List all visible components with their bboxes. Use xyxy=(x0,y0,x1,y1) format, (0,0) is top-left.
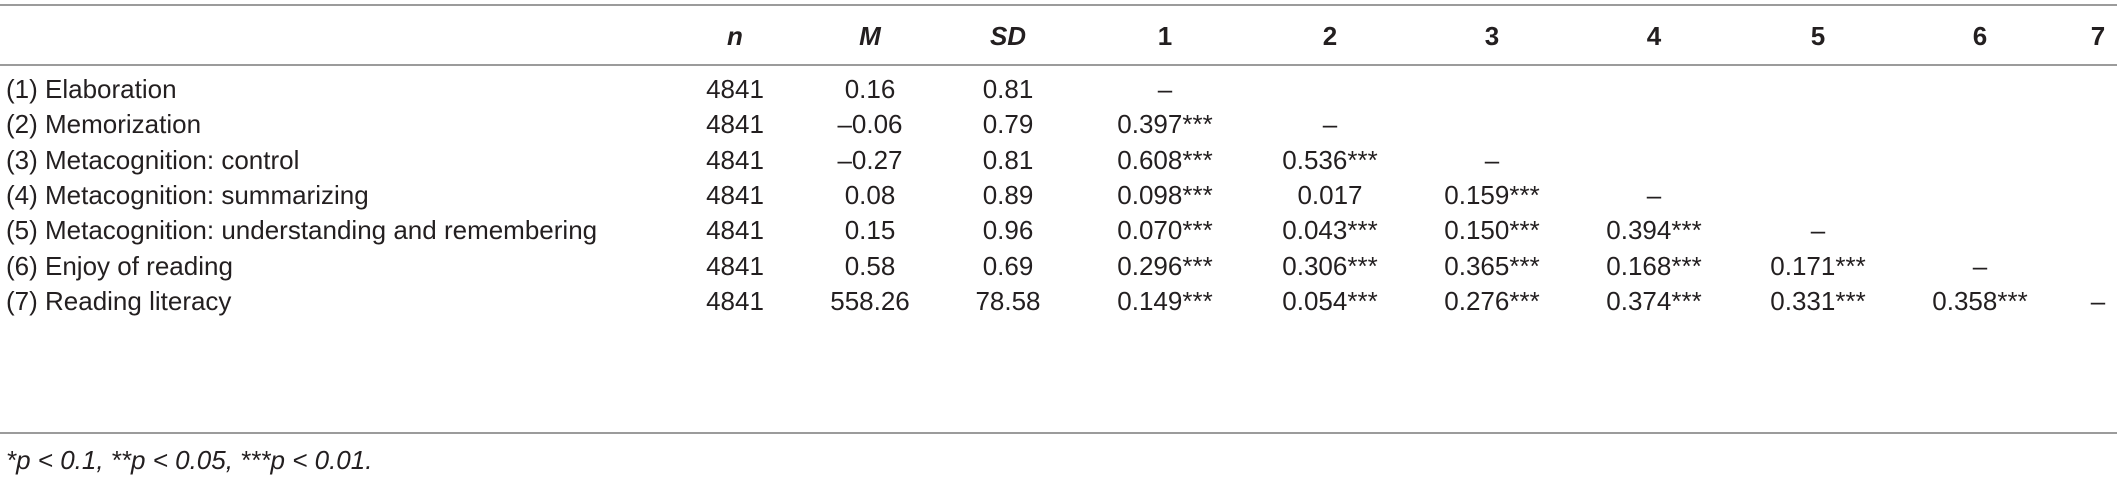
cell-M: –0.27 xyxy=(837,144,903,175)
table-top-rule xyxy=(0,4,2117,6)
cell-M: 558.26 xyxy=(830,285,910,316)
cell-n: 4841 xyxy=(706,215,764,246)
header-sd: SD xyxy=(989,21,1027,51)
cell-c3: 0.159*** xyxy=(1444,179,1540,210)
cell-c4: 0.394*** xyxy=(1606,215,1702,246)
cell-c4: 0.168*** xyxy=(1606,250,1702,281)
cell-SD: 0.79 xyxy=(982,109,1034,140)
cell-M: 0.16 xyxy=(844,74,896,104)
table-row: (2) Memorization 4841 –0.06 0.79 0.397*** – xyxy=(0,101,2117,148)
table-bottom-rule xyxy=(0,432,2117,434)
cell-c3: 0.150*** xyxy=(1444,215,1540,246)
cell-M: 0.58 xyxy=(844,250,896,281)
header-col-3: 3 xyxy=(1484,21,1500,51)
row-label: (2) Memorization xyxy=(6,109,202,140)
row-label: (1) Elaboration xyxy=(6,74,177,104)
row-label: (5) Metacognition: understanding and rem… xyxy=(6,215,598,246)
cell-M: –0.06 xyxy=(837,109,903,140)
cell-n: 4841 xyxy=(706,144,764,175)
table-header-rule xyxy=(0,64,2117,66)
cell-n: 4841 xyxy=(706,179,764,210)
header-col-7: 7 xyxy=(2090,21,2106,51)
cell-n: 4841 xyxy=(706,250,764,281)
row-label: (3) Metacognition: control xyxy=(6,144,300,175)
table-row: (4) Metacognition: summarizing 4841 0.08 0.… xyxy=(0,172,2117,219)
cell-c2: – xyxy=(1322,109,1338,140)
cell-c1: 0.149*** xyxy=(1117,285,1213,316)
table-row: (1) Elaboration 4841 0.16 0.81 – xyxy=(0,66,2117,113)
table-row: (3) Metacognition: control 4841 –0.27 0.81 0… xyxy=(0,137,2117,184)
cell-c3: – xyxy=(1484,144,1500,175)
cell-M: 0.08 xyxy=(844,179,896,210)
cell-c2: 0.306*** xyxy=(1282,250,1378,281)
cell-c1: 0.098*** xyxy=(1117,179,1213,210)
cell-M: 0.15 xyxy=(844,215,896,246)
row-label: (7) Reading literacy xyxy=(6,285,232,316)
header-col-5: 5 xyxy=(1810,21,1826,51)
cell-c2: 0.017 xyxy=(1297,179,1363,210)
cell-SD: 78.58 xyxy=(975,285,1041,316)
cell-c6: – xyxy=(1972,250,1988,281)
cell-c1: 0.070*** xyxy=(1117,215,1213,246)
row-label: (6) Enjoy of reading xyxy=(6,250,233,281)
header-col-1: 1 xyxy=(1157,21,1173,51)
cell-c2: 0.043*** xyxy=(1282,215,1378,246)
header-mean: M xyxy=(859,21,881,51)
cell-c3: 0.276*** xyxy=(1444,285,1540,316)
cell-c7: – xyxy=(2090,285,2106,316)
cell-c5: 0.331*** xyxy=(1770,285,1866,316)
cell-SD: 0.89 xyxy=(982,179,1034,210)
cell-c6: 0.358*** xyxy=(1932,285,2028,316)
cell-c5: – xyxy=(1810,215,1826,246)
cell-SD: 0.69 xyxy=(982,250,1034,281)
table-row: (5) Metacognition: understanding and rem… xyxy=(0,207,2117,254)
cell-n: 4841 xyxy=(706,285,764,316)
table-row: (7) Reading literacy 4841 558.26 78.58 0.149… xyxy=(0,278,2117,325)
table-footnote: *p < 0.1, **p < 0.05, ***p < 0.01. xyxy=(6,445,373,475)
table-row: (6) Enjoy of reading 4841 0.58 0.69 0.296***… xyxy=(0,243,2117,290)
cell-n: 4841 xyxy=(706,109,764,140)
cell-c1: 0.296*** xyxy=(1117,250,1213,281)
cell-SD: 0.81 xyxy=(982,74,1034,104)
cell-c5: 0.171*** xyxy=(1770,250,1866,281)
cell-c1: 0.608*** xyxy=(1117,144,1213,175)
cell-c3: 0.365*** xyxy=(1444,250,1540,281)
header-col-4: 4 xyxy=(1646,21,1662,51)
header-col-2: 2 xyxy=(1322,21,1338,51)
header-col-6: 6 xyxy=(1972,21,1988,51)
cell-SD: 0.96 xyxy=(982,215,1034,246)
cell-c1: 0.397*** xyxy=(1117,109,1213,140)
header-n: n xyxy=(727,21,743,51)
cell-c2: 0.054*** xyxy=(1282,285,1378,316)
cell-c2: 0.536*** xyxy=(1282,144,1378,175)
cell-c1: – xyxy=(1157,74,1173,104)
cell-SD: 0.81 xyxy=(982,144,1034,175)
cell-c4: – xyxy=(1646,179,1662,210)
cell-c4: 0.374*** xyxy=(1606,285,1702,316)
cell-n: 4841 xyxy=(706,74,764,104)
row-label: (4) Metacognition: summarizing xyxy=(6,179,369,210)
